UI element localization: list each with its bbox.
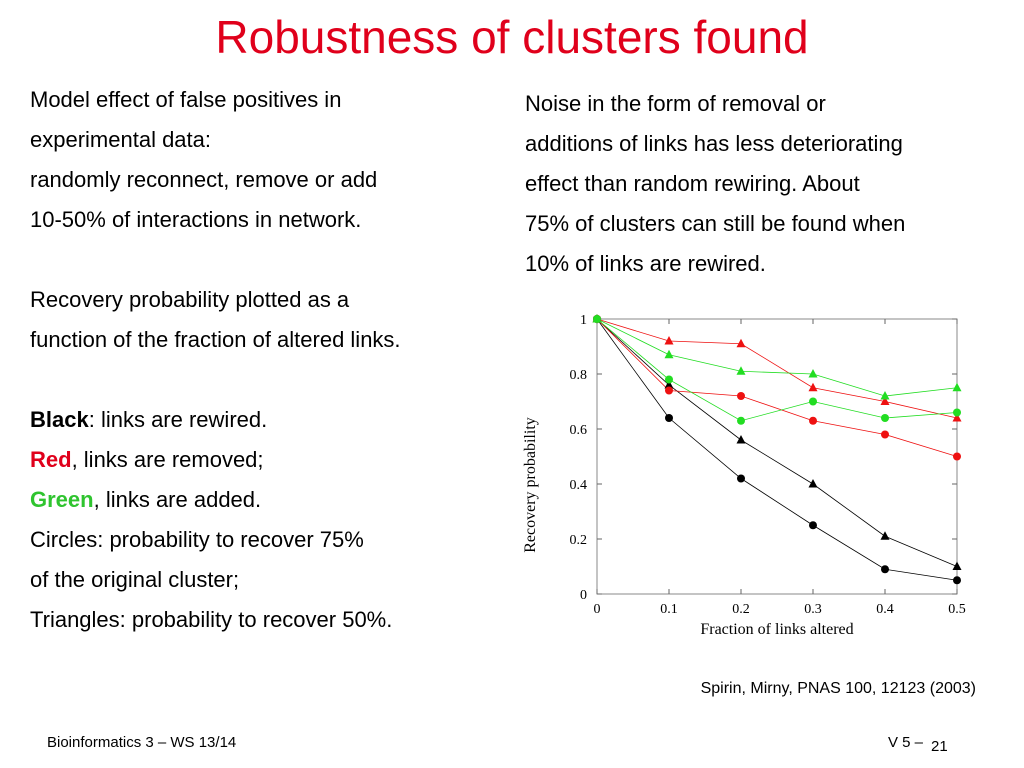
right-line: 75% of clusters can still be found when — [525, 211, 906, 236]
triangle-marker — [736, 366, 746, 375]
legend-red-keyword: Red — [30, 447, 72, 472]
circle-marker — [953, 576, 961, 585]
y-tick-label: 0.4 — [570, 478, 588, 493]
triangle-marker — [880, 531, 890, 540]
left-line: randomly reconnect, remove or add — [30, 167, 378, 192]
y-tick-labels: 0 0.2 0.4 0.6 0.8 1 — [570, 313, 588, 603]
legend-green-keyword: Green — [30, 487, 94, 512]
page-number: 21 — [931, 738, 948, 755]
series-line — [596, 318, 958, 567]
series-line — [596, 318, 958, 581]
triangle-marker — [592, 314, 602, 323]
triangle-marker — [952, 413, 962, 422]
y-tick-label: 1 — [580, 313, 587, 328]
circle-marker — [665, 414, 673, 422]
triangle-marker — [808, 479, 818, 488]
x-tick-label: 0.2 — [732, 602, 750, 617]
plot-frame — [596, 318, 958, 595]
y-tick-label: 0 — [580, 588, 587, 603]
triangles-line: Triangles: probability to recover 50%. — [30, 607, 393, 632]
x-tick-label: 0.3 — [804, 602, 822, 617]
triangle-marker — [952, 382, 962, 392]
circle-marker — [953, 408, 961, 417]
series-markers — [592, 314, 962, 585]
triangle-marker — [952, 561, 962, 570]
footer-slide-number: V 5 – 21 — [888, 734, 948, 755]
series-line — [596, 318, 958, 422]
legend-red-line: Red, links are removed; — [30, 440, 510, 480]
triangle-marker — [664, 336, 674, 345]
x-tick-label: 0.5 — [948, 602, 966, 617]
series-line — [596, 318, 958, 397]
triangle-marker — [736, 435, 746, 444]
recovery-chart: 0 0.1 0.2 0.3 0.4 0.5 0 0.2 0.4 0.6 0.8 1 Fraction… — [515, 300, 975, 645]
series-line — [596, 318, 958, 457]
citation: Spirin, Mirny, PNAS 100, 12123 (2003) — [700, 680, 976, 697]
circle-marker — [809, 397, 817, 406]
y-tick-label: 0.2 — [570, 533, 588, 548]
right-line: effect than random rewiring. About — [525, 171, 860, 196]
y-tick-label: 0.6 — [570, 423, 588, 438]
y-tick-label: 0.8 — [570, 368, 588, 383]
triangle-marker — [736, 338, 746, 348]
x-axis-label: Fraction of links altered — [700, 621, 853, 638]
left-line: Model effect of false positives in — [30, 87, 342, 112]
legend-black-keyword: Black — [30, 407, 89, 432]
series-lines — [596, 318, 958, 581]
left-line: Recovery probability plotted as a — [30, 287, 350, 312]
circle-marker — [665, 375, 673, 384]
circle-marker — [737, 416, 745, 425]
triangle-marker — [664, 380, 674, 389]
x-tick-label: 0 — [594, 602, 601, 617]
triangle-marker — [808, 369, 818, 378]
right-text-block: Noise in the form of removal or addition… — [525, 84, 1015, 284]
x-tick-label: 0.4 — [876, 602, 894, 617]
tick-marks — [596, 318, 958, 595]
legend-green-text: , links are added. — [93, 487, 262, 512]
left-text-block: Model effect of false positives in exper… — [30, 80, 510, 640]
legend-black-line: Black: links are rewired. — [30, 400, 510, 440]
circles-line-1: Circles: probability to recover 75% — [30, 527, 364, 552]
right-line: Noise in the form of removal or — [525, 91, 826, 116]
triangle-marker — [664, 349, 674, 359]
legend-black-text: : links are rewired. — [88, 407, 268, 432]
recovery-chart-svg: 0 0.1 0.2 0.3 0.4 0.5 0 0.2 0.4 0.6 0.8 1 Fraction… — [522, 313, 966, 638]
circles-line-2: of the original cluster; — [30, 567, 240, 592]
footer-version: V 5 – — [888, 734, 924, 751]
series-line — [596, 318, 958, 419]
x-tick-label: 0.1 — [660, 602, 678, 617]
triangle-marker — [880, 391, 890, 400]
circle-marker — [737, 392, 745, 400]
footer-course: Bioinformatics 3 – WS 13/14 — [47, 734, 237, 751]
left-line: experimental data: — [30, 127, 211, 152]
legend-red-text: , links are removed; — [71, 447, 264, 472]
right-line: 10% of links are rewired. — [525, 251, 766, 276]
right-line: additions of links has less deterioratin… — [525, 131, 903, 156]
triangle-marker — [880, 396, 890, 405]
y-axis-label: Recovery probability — [522, 417, 539, 553]
spacer — [30, 240, 510, 280]
spacer — [30, 360, 510, 400]
triangle-marker — [808, 382, 818, 392]
circle-marker — [665, 386, 673, 395]
left-line: function of the fraction of altered link… — [30, 327, 401, 352]
x-tick-labels: 0 0.1 0.2 0.3 0.4 0.5 — [594, 602, 966, 617]
slide-title: Robustness of clusters found — [215, 11, 809, 63]
circle-marker — [737, 474, 745, 483]
circle-marker — [953, 452, 961, 461]
circle-marker — [809, 521, 817, 530]
circle-marker — [881, 430, 889, 439]
circle-marker — [809, 416, 817, 425]
circle-marker — [881, 414, 889, 422]
legend-green-line: Green, links are added. — [30, 480, 510, 520]
left-line: 10-50% of interactions in network. — [30, 207, 362, 232]
circle-marker — [881, 565, 889, 574]
